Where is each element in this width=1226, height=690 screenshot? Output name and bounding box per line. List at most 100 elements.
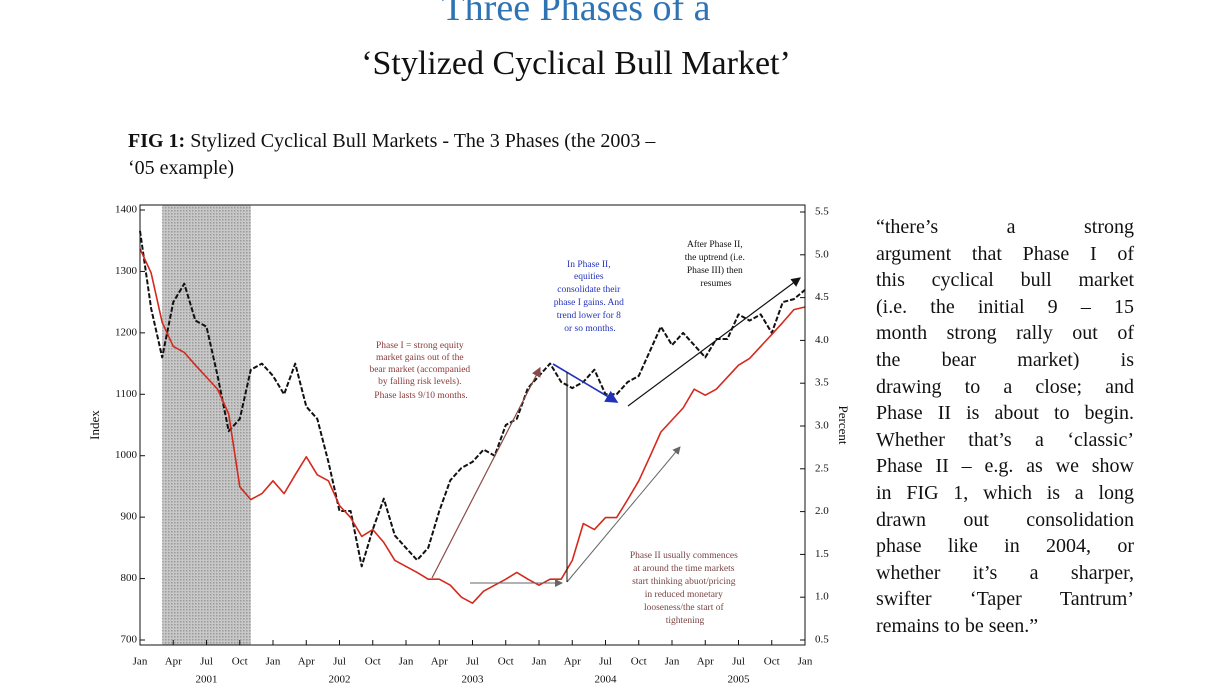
x-tick-label: Jan: [133, 656, 148, 668]
annotation-line: at around the time markets: [633, 564, 735, 574]
quote-line: “there’s a strong: [876, 216, 1134, 238]
quote-line: Phase II is about to begin.: [876, 402, 1134, 425]
y2-tick-label: 1.5: [815, 548, 829, 560]
y2-axis-label: Percent: [836, 406, 851, 445]
annotation-line: resumes: [700, 279, 731, 289]
x-tick-label: Jan: [665, 656, 680, 668]
y2-tick-label: 4.5: [815, 291, 829, 303]
x-tick-label: Apr: [298, 656, 315, 668]
x-tick-label: Jan: [399, 656, 414, 668]
annotation-line: Phase lasts 9/10 months.: [374, 391, 467, 401]
annotation: Phase II usually commences at around the…: [630, 551, 740, 626]
quote-line: month strong rally out of: [876, 322, 1134, 345]
figure-label: FIG 1:: [128, 130, 186, 152]
y-tick-label: 1400: [115, 204, 138, 216]
x-tick-label: Oct: [764, 656, 780, 668]
annotation-line: the uptrend (i.e.: [685, 252, 745, 263]
x-tick-label: Apr: [165, 656, 182, 668]
x-tick-label: Oct: [498, 656, 514, 668]
annotation: In Phase II, equities consolidate their …: [554, 260, 627, 334]
annotation-line: market gains out of the: [376, 352, 464, 363]
annotation-line: equities: [574, 272, 604, 282]
x-year-label: 2003: [462, 674, 485, 686]
caption-line: ‘05 example): [128, 157, 235, 179]
x-tick-label: Oct: [365, 656, 381, 668]
y-tick-label: 1300: [115, 265, 138, 277]
x-tick-label: Jul: [333, 656, 346, 668]
x-tick-label: Apr: [431, 656, 448, 668]
x-tick-label: Apr: [697, 656, 714, 668]
slide-subtitle: ‘Stylized Cyclical Bull Market’: [361, 45, 791, 82]
annotation-line: Phase I = strong equity: [376, 341, 464, 351]
quote-line: whether it’s a sharper,: [876, 561, 1134, 584]
y-tick-label: 1100: [115, 388, 137, 400]
y2-tick-label: 5.0: [815, 248, 829, 260]
shaded-period: [162, 205, 251, 645]
x-year-label: 2001: [196, 674, 218, 686]
quote-line: remains to be seen.”: [876, 614, 1039, 637]
series-line: [139, 230, 806, 568]
y-tick-label: 700: [121, 634, 138, 646]
x-tick-label: Apr: [564, 656, 581, 668]
arrow: [431, 366, 541, 579]
arrow: [566, 446, 681, 583]
quote-line: argument that Phase I of: [876, 242, 1134, 265]
y-tick-label: 900: [121, 511, 138, 523]
x-tick-label: Jul: [599, 656, 612, 668]
caption-line: Stylized Cyclical Bull Markets - The 3 P…: [190, 130, 656, 152]
annotation-line: In Phase II,: [567, 260, 611, 270]
annotation-line: or so months.: [564, 324, 615, 334]
x-tick-label: Jul: [466, 656, 479, 668]
annotation-line: phase I gains. And: [554, 298, 624, 308]
y2-tick-label: 5.5: [815, 206, 829, 218]
x-year-label: 2002: [329, 674, 351, 686]
annotation-line: trend lower for 8: [557, 310, 621, 321]
y2-tick-label: 2.5: [815, 462, 829, 474]
series-line: [139, 248, 806, 604]
arrow: [627, 277, 801, 407]
annotation-line: Phase II usually commences: [630, 551, 738, 561]
quote-line: drawing to a close; and: [876, 375, 1134, 398]
quote-line: drawn out consolidation: [876, 508, 1134, 531]
x-year-label: 2005: [728, 674, 751, 686]
quote-line: phase like in 2004, or: [876, 535, 1134, 558]
quote-line: (i.e. the initial 9 – 15: [876, 295, 1134, 318]
annotation-arrows: [431, 277, 801, 587]
y-tick-label: 1000: [115, 449, 138, 461]
y-tick-label: 1200: [115, 326, 138, 338]
x-tick-label: Jan: [532, 656, 547, 668]
x-tick-label: Jan: [266, 656, 281, 668]
quote-line: in FIG 1, which is a long: [876, 481, 1134, 504]
annotation-line: start thinking abuot/pricing: [632, 577, 736, 587]
annotation: After Phase II, the uptrend (i.e. Phase …: [685, 239, 748, 289]
quote-line: Phase II – e.g. as we show: [876, 455, 1134, 478]
y-tick-label: 800: [121, 572, 138, 584]
y2-tick-label: 1.0: [815, 591, 829, 603]
annotation: Phase I = strong equity market gains out…: [369, 341, 472, 401]
y2-tick-label: 3.5: [815, 377, 829, 389]
y2-tick-label: 4.0: [815, 334, 829, 346]
annotation-line: by falling risk levels).: [378, 376, 461, 387]
quote-line: this cyclical bull market: [876, 269, 1134, 292]
y2-tick-label: 2.0: [815, 505, 829, 517]
x-tick-label: Oct: [232, 656, 248, 668]
annotation-line: After Phase II,: [687, 239, 743, 250]
annotation-line: consolidate their: [557, 285, 621, 295]
x-year-label: 2004: [595, 674, 618, 686]
slide-title: Three Phases of a: [441, 0, 711, 29]
quote: “there’s a strong argument that Phase I o…: [876, 214, 1134, 640]
arrow: [552, 363, 619, 403]
quote-line: swifter ‘Taper Tantrum’: [876, 588, 1134, 611]
x-tick-label: Jul: [200, 656, 213, 668]
quote-line: Whether that’s a ‘classic’: [876, 428, 1134, 451]
x-tick-label: Jan: [798, 656, 813, 668]
annotation-line: looseness/the start of: [644, 602, 725, 613]
quote-line: the bear market) is: [876, 348, 1134, 371]
figure-caption: FIG 1: Stylized Cyclical Bull Markets - …: [128, 128, 788, 182]
y2-tick-label: 0.5: [815, 634, 829, 646]
annotation-line: Phase III) then: [687, 265, 743, 276]
annotation-line: bear market (accompanied: [369, 364, 470, 375]
annotation-line: in reduced monetary: [645, 590, 723, 600]
